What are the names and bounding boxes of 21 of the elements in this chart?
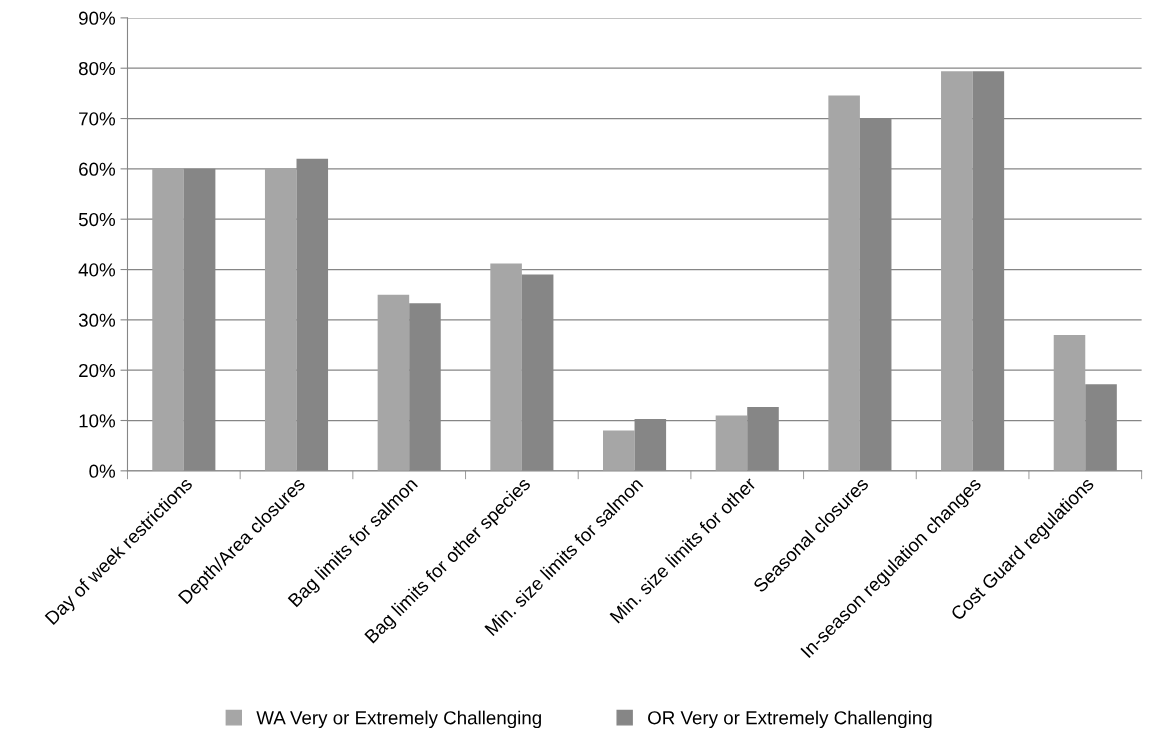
legend-label: OR Very or Extremely Challenging	[648, 710, 932, 729]
y-tick-label: 70%	[79, 112, 116, 126]
bar	[490, 263, 522, 471]
y-tick-label: 40%	[78, 263, 116, 277]
bar	[715, 415, 748, 471]
bar	[941, 71, 973, 471]
legend-label: WA Very or Extremely Challenging	[256, 710, 541, 729]
bar	[603, 430, 635, 471]
bar	[377, 294, 410, 471]
bar	[264, 168, 297, 471]
y-tick-label: 10%	[79, 414, 116, 428]
y-tick-label: 20%	[79, 363, 116, 378]
y-tick-label: 30%	[78, 313, 116, 327]
bar	[1053, 334, 1086, 471]
y-tick-label: 0%	[89, 464, 116, 478]
y-tick-label: 50%	[78, 212, 116, 227]
y-tick-label: 90%	[79, 11, 116, 25]
bar	[152, 168, 184, 471]
y-tick-label: 60%	[79, 162, 116, 176]
bar	[828, 95, 860, 471]
y-tick-label: 80%	[78, 61, 116, 76]
